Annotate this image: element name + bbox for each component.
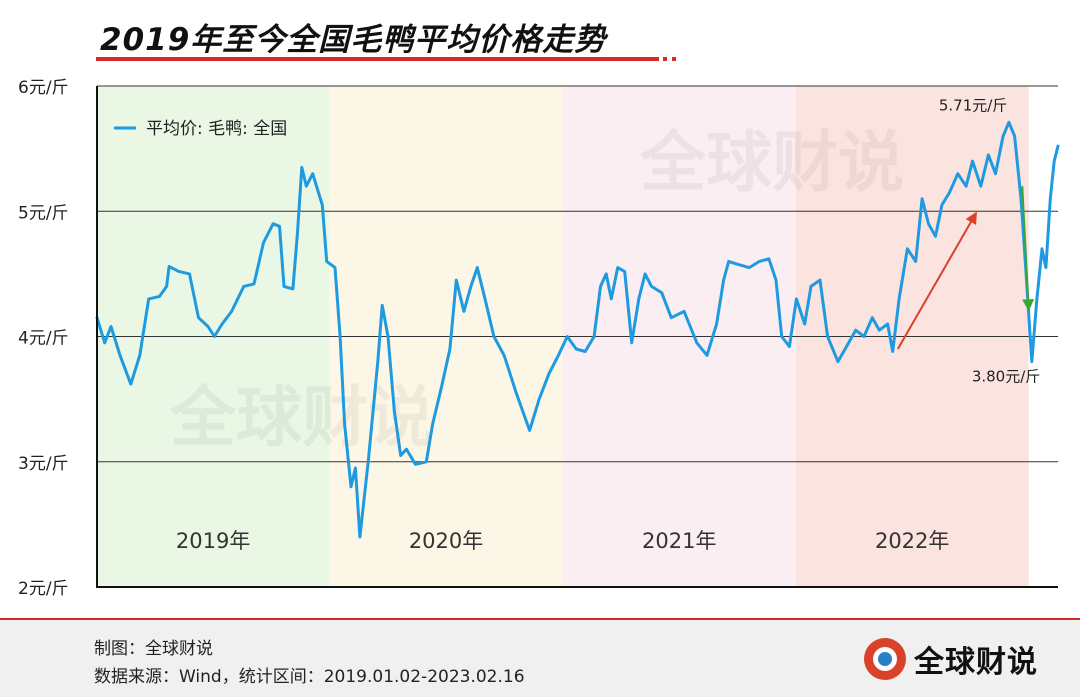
y-axis-ticks: 2元/斤 3元/斤 4元/斤 5元/斤 6元/斤 <box>18 78 69 599</box>
title-underline <box>96 57 659 61</box>
y-tick-label-2: 4元/斤 <box>18 329 69 349</box>
annotation-label-1: 3.80元/斤 <box>972 368 1040 386</box>
footer-maker: 制图：全球财说 <box>94 639 213 659</box>
title-dash-2 <box>672 57 676 61</box>
brand-name: 全球财说 <box>914 645 1038 680</box>
trend-arrow-0 <box>896 211 977 350</box>
y-tick-label-0: 2元/斤 <box>18 579 69 599</box>
year-band-label-0: 2019年 <box>176 529 250 553</box>
y-tick-label-1: 3元/斤 <box>18 454 69 474</box>
annotation-label-0: 5.71元/斤 <box>939 96 1007 114</box>
series-line-0 <box>95 120 1060 539</box>
annotations: 5.71元/斤 3.80元/斤 <box>939 96 1040 385</box>
watermark-1: 全球财说 <box>169 379 434 456</box>
trend-arrow-1 <box>1021 186 1035 312</box>
year-band-label-1: 2020年 <box>409 529 483 553</box>
legend: 平均价: 毛鸭: 全国 <box>114 119 287 139</box>
y-tick-label-3: 5元/斤 <box>18 203 69 223</box>
y-tick-label-4: 6元/斤 <box>18 78 69 98</box>
series-layer <box>95 120 1060 539</box>
grid-lines <box>97 85 1058 463</box>
trend-arrows <box>896 186 1035 350</box>
title-dash-1 <box>663 57 667 61</box>
globe-icon <box>864 638 906 680</box>
legend-label-0: 平均价: 毛鸭: 全国 <box>146 119 287 139</box>
page-title: 2019年至今全国毛鸭平均价格走势 <box>100 22 607 58</box>
year-band-labels: 2019年 2020年 2021年 2022年 <box>176 529 950 553</box>
footer-source: 数据来源：Wind，统计区间：2019.01.02-2023.02.16 <box>94 667 525 687</box>
brand-logo: 全球财说 <box>864 637 1038 681</box>
year-band-label-3: 2022年 <box>875 529 949 553</box>
year-band-label-2: 2021年 <box>642 529 716 553</box>
watermark-0: 全球财说 <box>639 124 904 201</box>
